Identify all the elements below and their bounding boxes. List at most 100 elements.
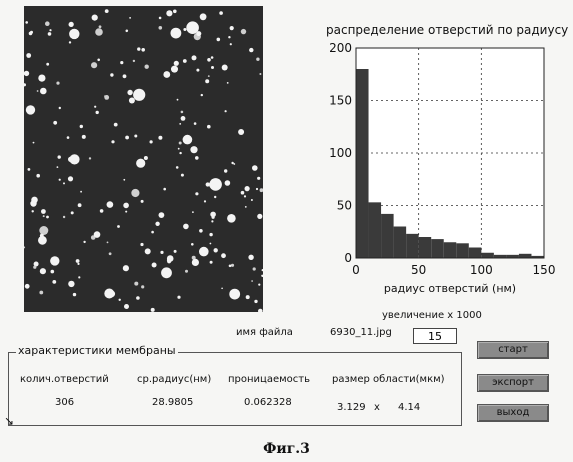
- area-size-label: размер области(мкм): [332, 374, 445, 385]
- x-axis-label: радиус отверстий (нм): [384, 282, 516, 295]
- pore-dot: [127, 89, 133, 96]
- pore-dot: [178, 141, 182, 145]
- pore-dot: [149, 140, 153, 144]
- pore-dot: [203, 200, 207, 203]
- pore-dot: [140, 242, 144, 247]
- pore-dot: [124, 304, 129, 309]
- pore-dot: [39, 290, 44, 295]
- exit-button[interactable]: выход: [477, 404, 549, 422]
- pore-dot: [58, 106, 61, 110]
- pore-dot: [57, 155, 61, 159]
- pore-dot: [25, 21, 28, 24]
- pore-dot: [163, 187, 166, 191]
- pore-dot: [243, 195, 247, 198]
- pore-dot: [205, 79, 210, 84]
- pore-dot: [180, 173, 184, 177]
- pore-dot: [195, 192, 199, 196]
- pore-dot: [39, 233, 44, 238]
- micrograph-pores: [24, 9, 263, 312]
- pore-dot: [244, 206, 247, 208]
- histogram-bar: [406, 233, 419, 258]
- zoom-input[interactable]: [413, 328, 457, 344]
- membrane-group-box: [8, 352, 462, 426]
- pore-dot: [249, 47, 254, 53]
- permeability-value: 0.062328: [244, 397, 292, 408]
- pore-dot: [244, 186, 250, 192]
- pore-dot: [137, 47, 141, 51]
- start-button[interactable]: старт: [477, 341, 549, 359]
- pore-dot: [136, 158, 146, 168]
- pore-dot: [120, 61, 124, 65]
- pore-dot: [78, 276, 81, 279]
- pore-dot: [224, 169, 228, 173]
- pore-dot: [209, 232, 213, 237]
- pore-dot: [77, 262, 80, 265]
- pore-dot: [134, 281, 139, 286]
- pore-dot: [111, 140, 115, 144]
- pore-dot: [144, 248, 151, 255]
- pore-dot: [140, 199, 144, 203]
- pore-dot: [196, 68, 200, 72]
- pore-dot: [104, 9, 109, 13]
- pore-dot: [182, 59, 187, 63]
- histogram-chart: 0 50 100 150 200 0 50 100 150 радиус отверстий (н…: [329, 41, 555, 295]
- pore-dot: [211, 220, 214, 223]
- pore-dot: [88, 157, 92, 160]
- pore-dot: [69, 28, 80, 40]
- pore-dot: [125, 29, 129, 33]
- pore-dot: [36, 173, 40, 178]
- pore-dot: [75, 259, 80, 263]
- pore-dot: [56, 166, 59, 169]
- x-tick-label: 100: [470, 263, 493, 277]
- histogram-bar: [381, 213, 394, 258]
- pore-dot: [224, 110, 227, 113]
- pore-dot: [46, 62, 50, 66]
- pore-dot: [166, 258, 171, 263]
- pore-dot: [214, 195, 217, 199]
- pore-dot: [41, 209, 46, 214]
- pore-dot: [24, 283, 30, 289]
- pore-dot: [50, 256, 60, 266]
- pore-dot: [207, 124, 211, 129]
- pore-dot: [251, 280, 253, 282]
- pore-dot: [108, 290, 116, 298]
- pore-dot: [158, 26, 163, 30]
- pore-dot: [91, 14, 98, 21]
- pore-dot: [50, 269, 55, 274]
- pore-dot: [62, 215, 66, 219]
- histogram-bar: [531, 255, 544, 258]
- pore-dot: [166, 10, 173, 17]
- pore-dot: [66, 136, 70, 139]
- pore-dot: [211, 215, 215, 219]
- pore-dot: [252, 267, 256, 271]
- export-button[interactable]: экспорт: [477, 374, 549, 392]
- file-name-label: имя файла: [236, 327, 293, 338]
- pore-dot: [171, 65, 178, 73]
- pore-dot: [106, 241, 109, 244]
- pore-dot: [141, 285, 145, 289]
- pore-dot: [52, 280, 57, 284]
- histogram-bar: [431, 239, 444, 258]
- pore-dot: [47, 32, 52, 36]
- pore-dot: [158, 135, 163, 140]
- pore-dot: [183, 28, 187, 31]
- pore-dot: [199, 246, 209, 257]
- pore-dot: [261, 269, 263, 272]
- pore-dot: [213, 248, 218, 253]
- pore-dot: [228, 264, 232, 268]
- pore-dot: [123, 178, 126, 181]
- histogram-bar: [456, 243, 469, 258]
- pore-dot: [238, 129, 245, 135]
- pore-dot: [177, 147, 180, 150]
- pore-dot: [39, 226, 49, 235]
- pore-dot: [193, 122, 197, 125]
- pore-dot: [136, 296, 140, 300]
- pore-dot: [56, 81, 60, 85]
- y-tick-label: 150: [329, 94, 352, 108]
- pore-dot: [63, 182, 65, 185]
- y-tick-label: 100: [329, 146, 352, 160]
- pore-dot: [240, 28, 247, 35]
- pore-dot: [40, 76, 44, 81]
- pore-dot: [196, 31, 202, 37]
- pore-dot: [258, 283, 261, 286]
